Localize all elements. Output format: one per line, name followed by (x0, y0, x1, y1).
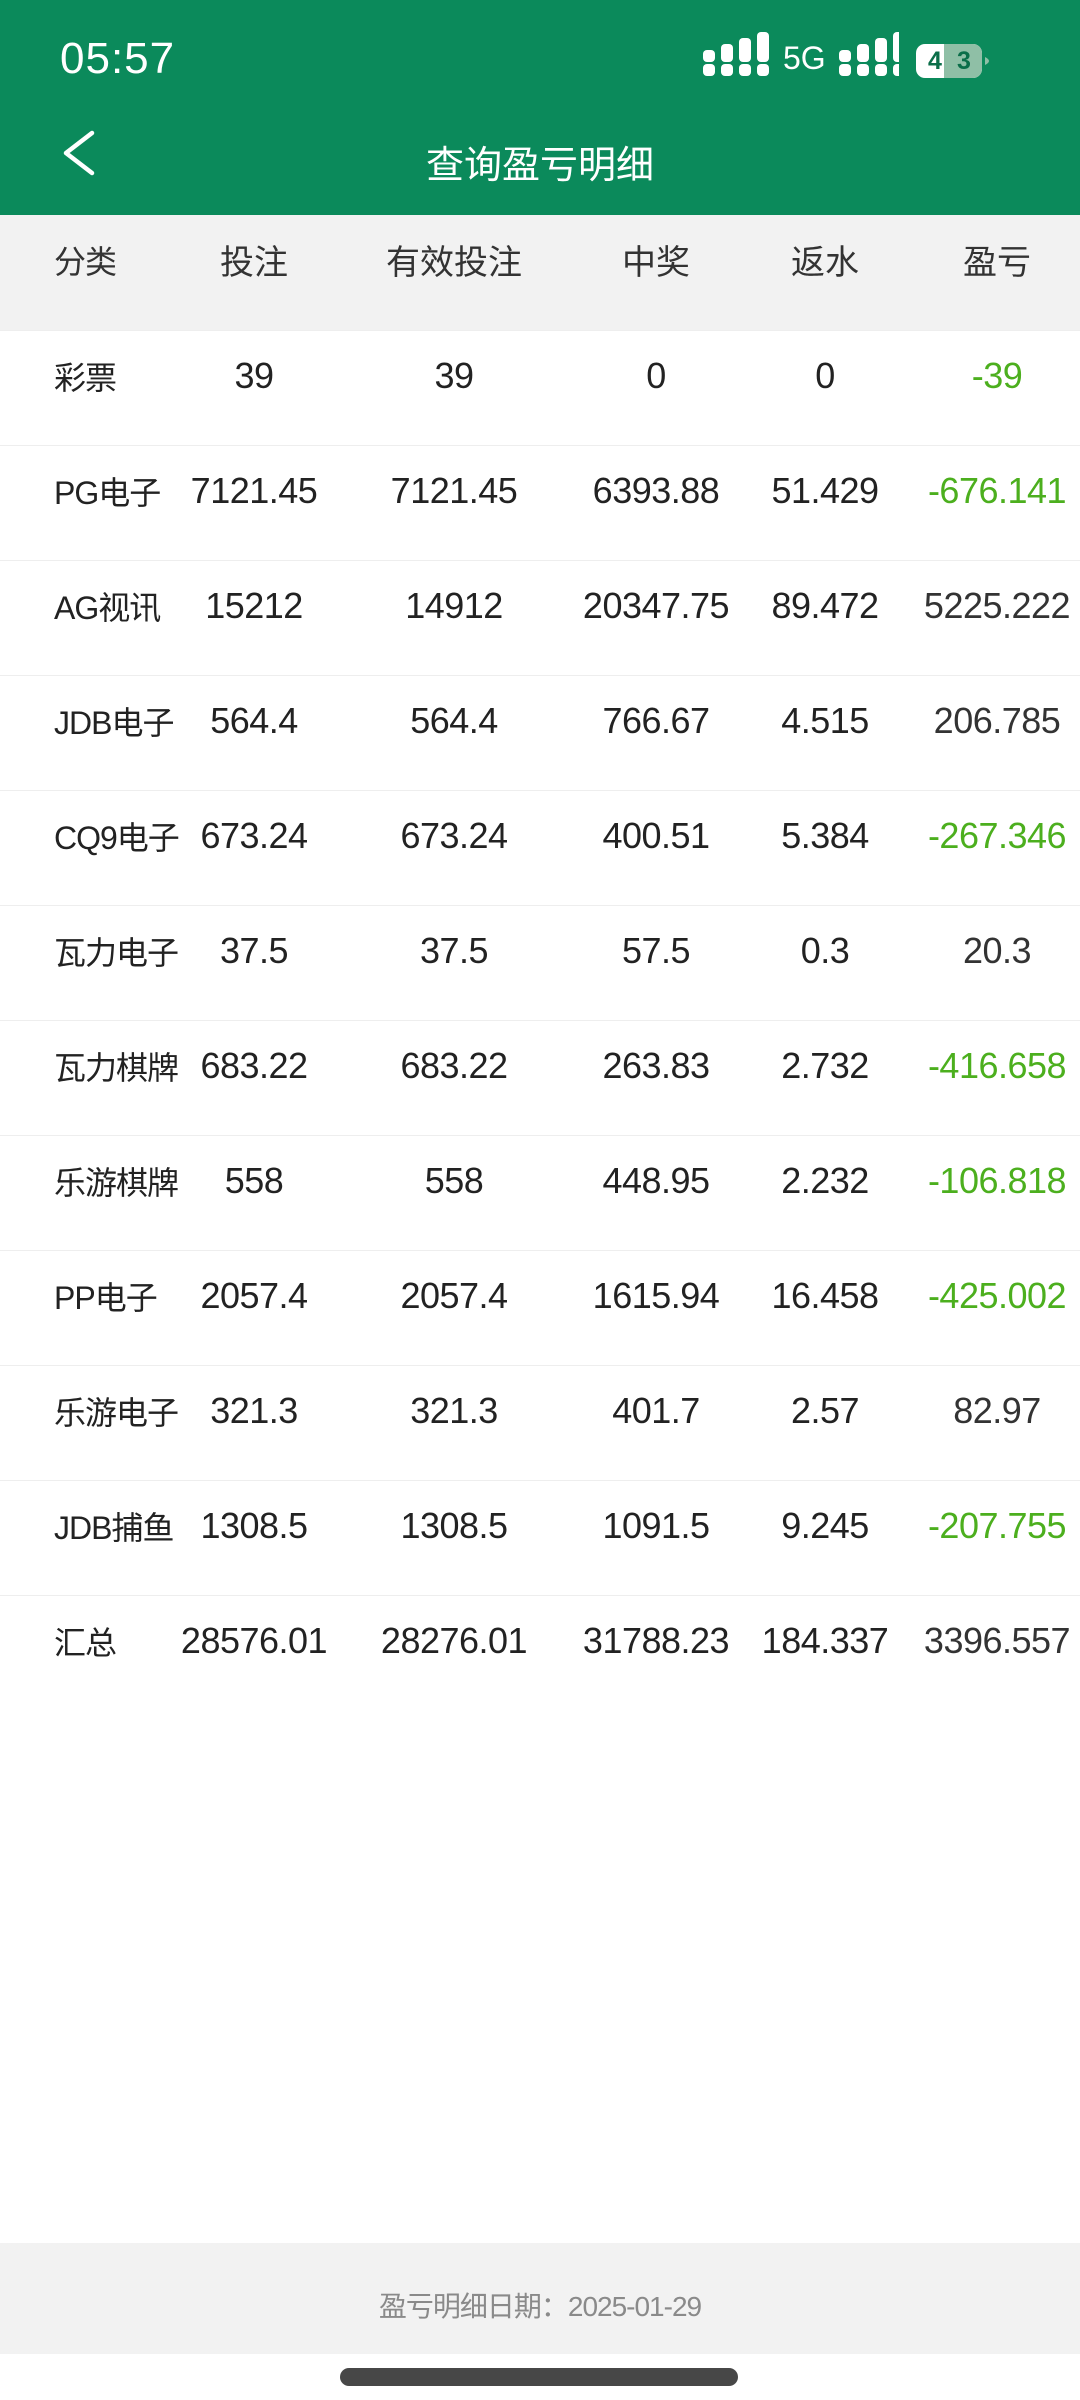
svg-text:3: 3 (957, 47, 971, 75)
svg-text:4: 4 (928, 47, 942, 75)
